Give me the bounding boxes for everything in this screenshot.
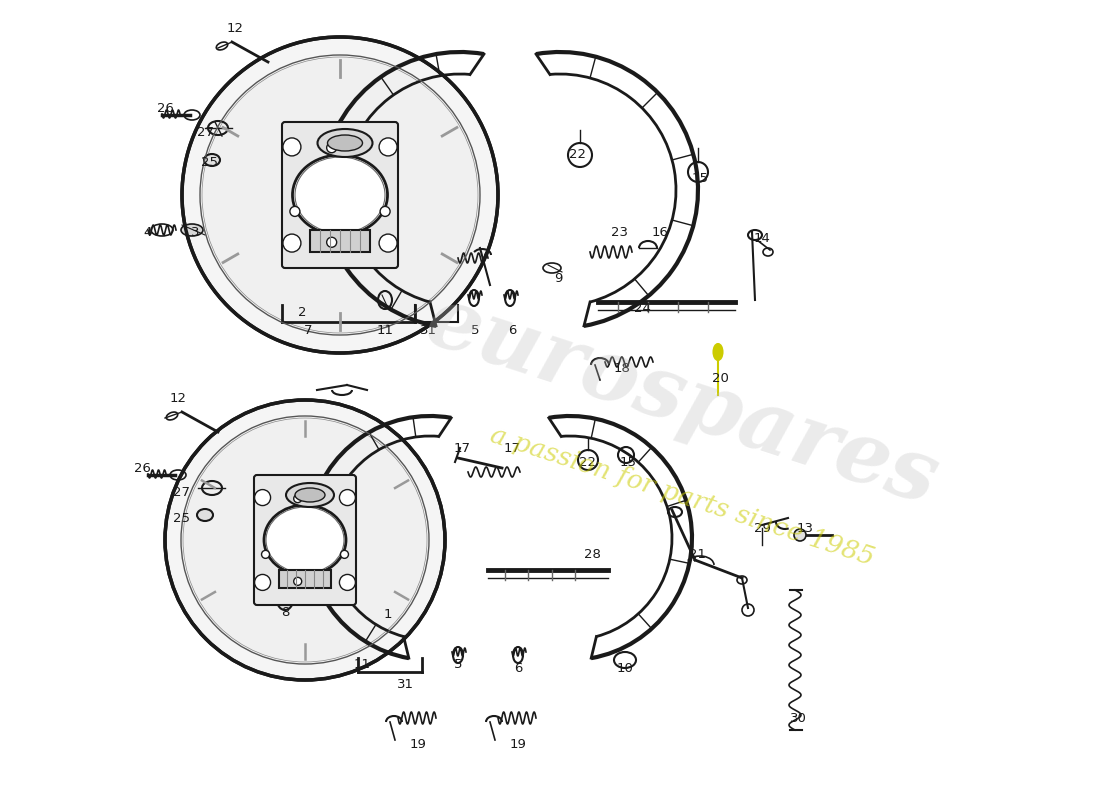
Text: 6: 6 — [508, 323, 516, 337]
Text: 22: 22 — [580, 455, 596, 469]
Circle shape — [283, 234, 301, 252]
Text: 26: 26 — [156, 102, 174, 114]
Text: 2: 2 — [298, 306, 306, 318]
Circle shape — [262, 550, 270, 558]
Text: 29: 29 — [754, 522, 770, 534]
Ellipse shape — [286, 483, 334, 507]
Text: 31: 31 — [419, 323, 437, 337]
FancyBboxPatch shape — [254, 475, 356, 605]
Text: 12: 12 — [169, 391, 187, 405]
Text: 23: 23 — [612, 226, 628, 238]
Text: 25: 25 — [201, 155, 219, 169]
Text: 3: 3 — [190, 226, 199, 238]
Text: 20: 20 — [712, 371, 728, 385]
Circle shape — [165, 400, 446, 680]
Circle shape — [340, 490, 355, 506]
Text: 16: 16 — [651, 226, 669, 238]
Ellipse shape — [328, 135, 363, 151]
Circle shape — [254, 490, 271, 506]
Text: 13: 13 — [796, 522, 814, 534]
Text: 6: 6 — [514, 662, 522, 674]
Circle shape — [381, 206, 390, 217]
Circle shape — [294, 494, 301, 502]
Text: 1: 1 — [384, 609, 393, 622]
Ellipse shape — [714, 344, 723, 360]
Ellipse shape — [264, 505, 346, 575]
Text: 24: 24 — [634, 302, 650, 314]
Text: 8: 8 — [280, 606, 289, 618]
Text: 15: 15 — [619, 455, 637, 469]
Circle shape — [182, 37, 498, 353]
Text: 17: 17 — [504, 442, 520, 454]
Circle shape — [327, 238, 337, 247]
Text: 26: 26 — [133, 462, 151, 474]
Text: 27: 27 — [174, 486, 190, 498]
Circle shape — [341, 550, 349, 558]
Circle shape — [254, 574, 271, 590]
FancyBboxPatch shape — [282, 122, 398, 268]
Ellipse shape — [182, 224, 204, 236]
Circle shape — [183, 418, 427, 662]
Text: 30: 30 — [790, 711, 806, 725]
Text: 15: 15 — [692, 171, 708, 185]
Text: 9: 9 — [553, 271, 562, 285]
Text: 4: 4 — [144, 226, 152, 238]
Circle shape — [327, 142, 337, 153]
Text: 5: 5 — [453, 658, 462, 671]
Ellipse shape — [295, 488, 324, 502]
Text: 19: 19 — [509, 738, 527, 751]
Ellipse shape — [293, 155, 387, 235]
Text: 28: 28 — [584, 549, 601, 562]
Text: 18: 18 — [614, 362, 630, 374]
Circle shape — [340, 574, 355, 590]
Text: 25: 25 — [174, 511, 190, 525]
Circle shape — [294, 578, 301, 586]
Text: 11: 11 — [353, 658, 371, 671]
Text: a passion for parts since 1985: a passion for parts since 1985 — [487, 422, 877, 570]
Text: 22: 22 — [570, 149, 586, 162]
Text: 19: 19 — [409, 738, 427, 751]
Bar — [279, 570, 331, 588]
Text: 11: 11 — [376, 323, 394, 337]
Ellipse shape — [318, 129, 373, 157]
Circle shape — [794, 529, 806, 541]
Text: 21: 21 — [690, 549, 706, 562]
Ellipse shape — [277, 590, 293, 610]
Bar — [310, 230, 370, 252]
Circle shape — [379, 234, 397, 252]
Text: 27: 27 — [197, 126, 213, 138]
Text: 12: 12 — [227, 22, 243, 34]
Ellipse shape — [204, 154, 220, 166]
Circle shape — [202, 57, 478, 333]
Text: eurospares: eurospares — [416, 278, 948, 522]
Circle shape — [290, 206, 300, 217]
Text: 14: 14 — [754, 231, 770, 245]
Text: 10: 10 — [617, 662, 634, 674]
Text: 5: 5 — [471, 323, 480, 337]
Text: 7: 7 — [304, 323, 312, 337]
Text: 17: 17 — [453, 442, 471, 454]
Circle shape — [283, 138, 301, 156]
Ellipse shape — [197, 509, 213, 521]
Text: 31: 31 — [396, 678, 414, 691]
Circle shape — [379, 138, 397, 156]
